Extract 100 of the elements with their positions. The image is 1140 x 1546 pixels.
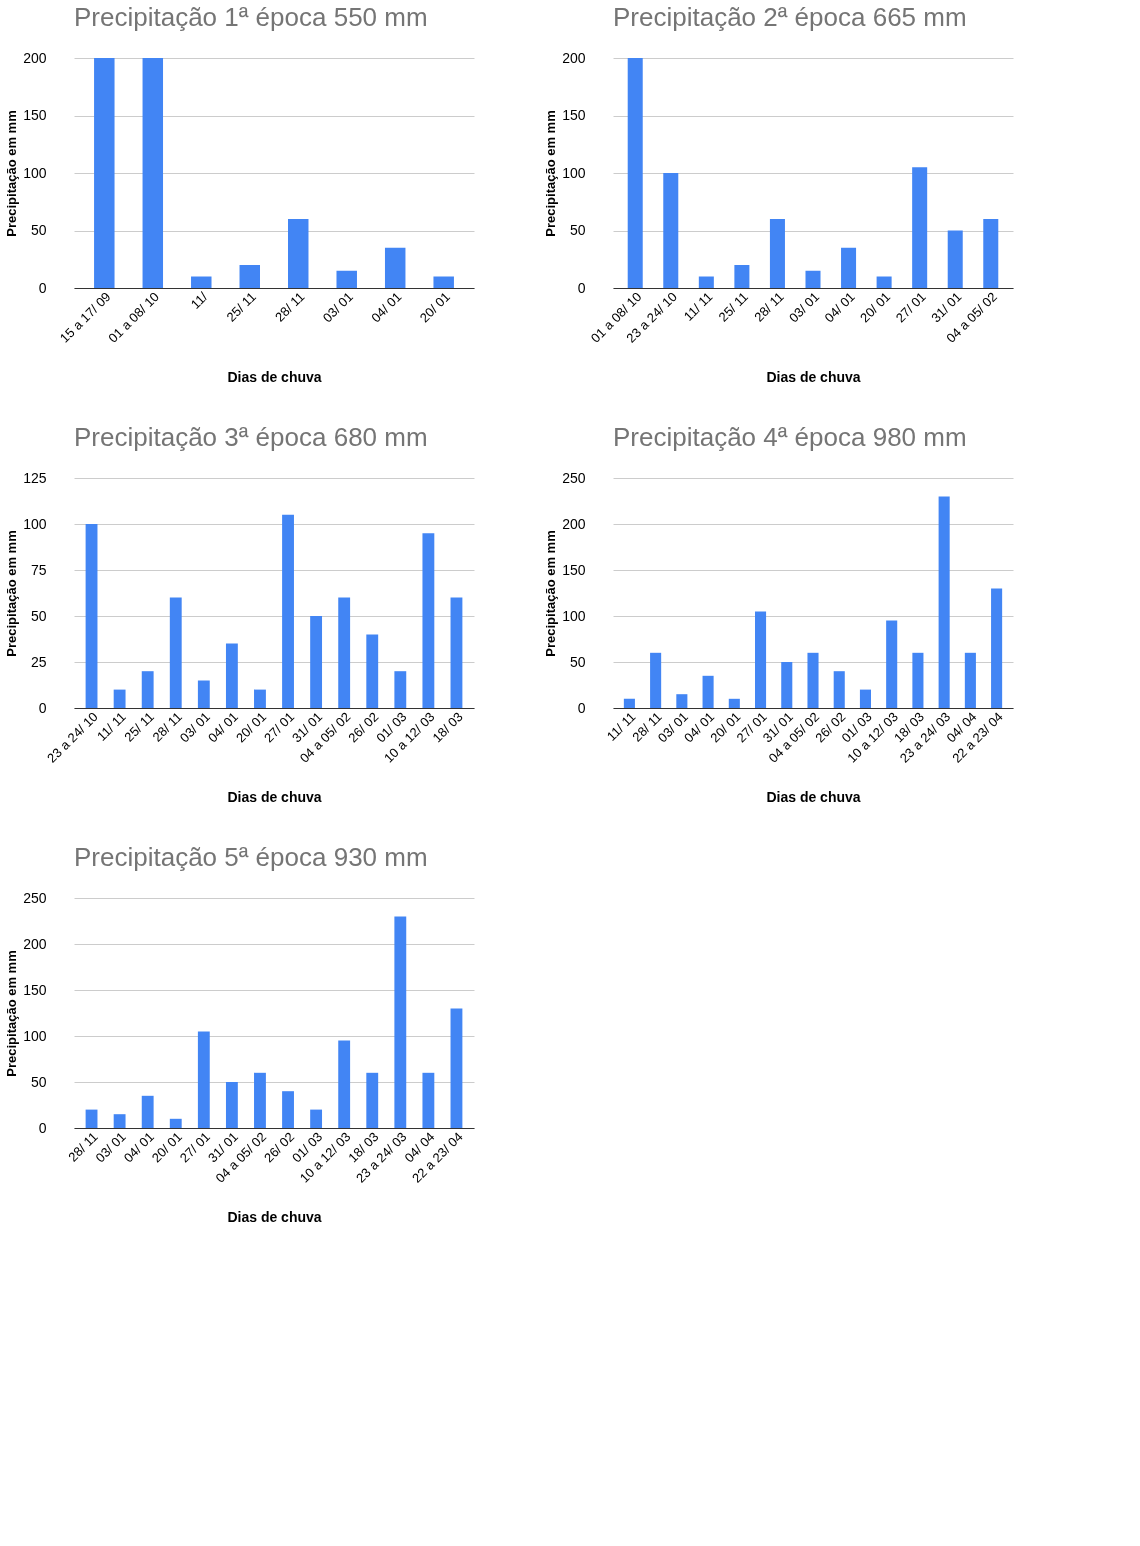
x-tick-label: 28/ 11 [751,289,787,325]
y-tick-label: 50 [569,222,586,238]
bar [663,173,679,288]
y-tick-label: 250 [562,469,586,486]
bar [141,671,154,708]
x-tick-label: 20/ 01 [857,289,894,326]
y-tick-label: 250 [23,889,47,906]
y-tick-label: 150 [23,981,47,998]
y-axis-title: Precipitação em mm [4,530,20,657]
y-tick-label: 150 [562,107,586,123]
y-tick-label: 100 [562,164,586,181]
bar [191,276,212,288]
bar [450,1008,463,1128]
bar [734,265,750,288]
bar [991,588,1003,708]
x-tick-label: 27/ 01 [892,289,929,326]
bar [366,1072,379,1128]
bar [769,219,785,288]
bar [807,652,819,708]
bar [422,533,435,708]
chart-title: Precipitação 5ª época 930 mm [74,842,428,872]
bar [623,698,635,708]
bar [85,524,98,708]
x-tick-label: 20/ 01 [416,289,453,326]
bar [676,694,688,708]
y-tick-label: 0 [38,279,47,296]
bar [338,1040,351,1128]
bar [912,167,928,288]
bar [85,1109,98,1128]
y-tick-label: 200 [23,935,47,952]
y-tick-label: 100 [23,1027,47,1044]
y-tick-label: 150 [23,107,47,123]
y-tick-label: 50 [30,607,47,624]
bar [225,643,238,708]
bar [310,1109,323,1128]
bar [859,689,871,708]
x-tick-label: 03/ 01 [319,289,356,326]
bar [698,276,714,288]
bar [384,247,406,288]
y-axis-title: Precipitação em mm [543,110,559,237]
chart-title: Precipitação 4ª época 980 mm [613,422,967,452]
bar [781,662,793,708]
x-axis-title: Dias de chuva [227,1208,322,1225]
y-tick-label: 150 [562,561,586,578]
bar [338,597,351,708]
y-tick-label: 50 [30,222,47,238]
bar [841,247,857,288]
bar [94,58,115,288]
y-tick-label: 75 [30,561,47,578]
bar [197,680,210,708]
bar [142,58,164,288]
y-tick-label: 100 [562,607,586,624]
bar [282,514,294,708]
chart-title: Precipitação 2ª época 665 mm [613,2,967,32]
bar [627,58,643,288]
bar [113,689,126,708]
bar [239,265,260,288]
bar [833,671,845,708]
bar [197,1031,210,1128]
bar [336,270,357,288]
chart-title: Precipitação 1ª época 550 mm [74,2,428,32]
y-axis-title: Precipitação em mm [4,950,20,1077]
bar [702,675,714,708]
x-tick-label: 25/ 11 [223,289,259,325]
bar [886,620,898,708]
bar [422,1072,435,1128]
bar [254,1072,266,1128]
chart-title: Precipitação 3ª época 680 mm [74,422,428,452]
bar [113,1114,126,1128]
x-tick-label: 03/ 01 [786,289,823,326]
bar [282,1091,294,1128]
y-tick-label: 100 [23,515,47,532]
y-tick-label: 125 [23,469,47,486]
y-tick-label: 0 [38,1119,47,1136]
bar [141,1095,154,1128]
bar [254,689,266,708]
x-tick-label: 04/ 01 [368,289,405,326]
bar [947,230,963,288]
y-tick-label: 200 [562,515,586,532]
x-tick-label: 25/ 11 [715,289,752,325]
x-tick-label: 04/ 01 [821,289,858,326]
y-axis-title: Precipitação em mm [4,110,20,237]
bar [288,219,309,288]
bar [394,671,407,708]
bar [983,219,999,288]
bar [805,270,821,288]
x-axis-title: Dias de chuva [766,788,861,805]
x-axis-title: Dias de chuva [227,788,322,805]
y-axis-title: Precipitação em mm [543,530,559,657]
y-tick-label: 50 [30,1073,47,1090]
bar [650,652,662,708]
bar [912,652,924,708]
bar [964,652,976,708]
x-axis-title: Dias de chuva [766,368,861,385]
bar [728,698,740,708]
bar [433,276,454,288]
y-tick-label: 0 [577,699,586,716]
bar [225,1082,238,1128]
x-tick-label: 11/ [187,288,211,312]
x-tick-label: 11/ 11 [680,289,716,324]
